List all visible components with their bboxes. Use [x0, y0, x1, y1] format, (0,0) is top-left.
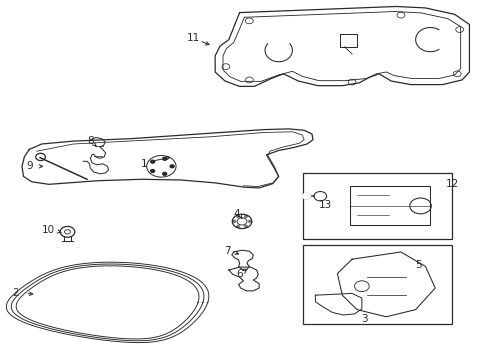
Text: 6: 6	[236, 269, 243, 279]
Bar	[303, 245, 451, 324]
Text: 5: 5	[414, 260, 421, 270]
Text: 2: 2	[12, 288, 19, 298]
Text: 9: 9	[26, 161, 33, 171]
Circle shape	[236, 225, 239, 228]
Circle shape	[244, 225, 247, 228]
Text: 11: 11	[186, 33, 200, 43]
Text: 4: 4	[233, 209, 240, 219]
Text: 3: 3	[360, 314, 367, 324]
Text: 13: 13	[318, 200, 331, 210]
Text: 10: 10	[41, 225, 54, 235]
Circle shape	[232, 220, 235, 222]
Bar	[303, 173, 451, 239]
Circle shape	[244, 215, 247, 217]
Bar	[349, 186, 429, 225]
Circle shape	[150, 160, 154, 163]
Text: 7: 7	[224, 246, 230, 256]
Circle shape	[170, 165, 174, 168]
Circle shape	[163, 172, 166, 175]
Text: 1: 1	[141, 159, 147, 169]
Circle shape	[248, 220, 251, 222]
Circle shape	[302, 193, 310, 199]
Circle shape	[236, 215, 239, 217]
Circle shape	[150, 170, 154, 172]
Text: 8: 8	[87, 136, 94, 147]
Text: 12: 12	[445, 179, 458, 189]
Circle shape	[163, 157, 166, 160]
